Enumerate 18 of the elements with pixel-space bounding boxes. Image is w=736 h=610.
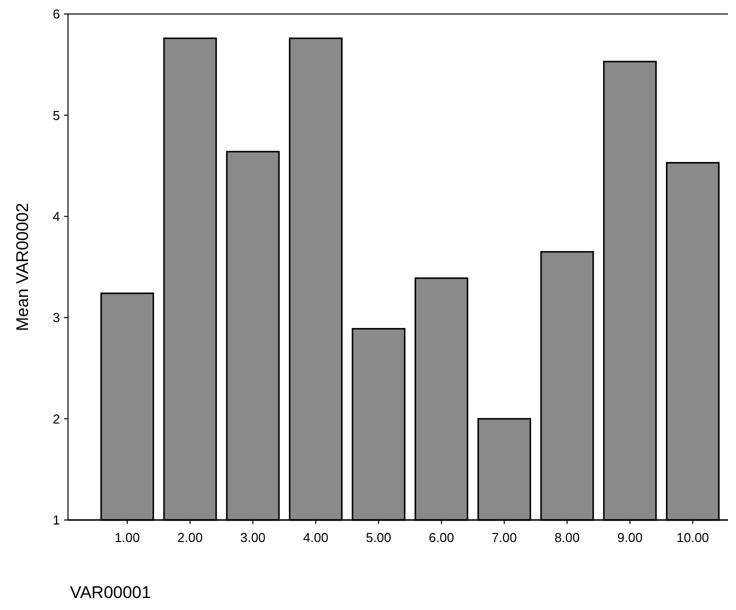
x-tick-label: 7.00 — [492, 530, 517, 545]
x-tick-label: 8.00 — [554, 530, 580, 545]
y-tick-label: 6 — [52, 6, 60, 22]
x-tick-label: 3.00 — [240, 530, 266, 545]
y-tick-label: 1 — [52, 512, 60, 528]
x-tick-label: 2.00 — [177, 530, 203, 545]
x-tick-label: 1.00 — [114, 530, 140, 545]
y-tick-label: 3 — [52, 310, 60, 326]
x-tick-label: 4.00 — [303, 530, 328, 545]
y-tick-label: 2 — [52, 411, 60, 426]
y-axis-title: Mean VAR00002 — [13, 202, 32, 332]
x-tick-label: 6.00 — [428, 530, 454, 545]
x-axis-title: VAR00001 — [70, 583, 151, 602]
x-tick-label: 9.00 — [617, 530, 643, 545]
x-tick-label: 5.00 — [366, 530, 392, 545]
x-tick-label: 10.00 — [676, 530, 710, 545]
y-tick-label: 4 — [52, 208, 60, 224]
y-tick-label: 5 — [52, 108, 60, 123]
